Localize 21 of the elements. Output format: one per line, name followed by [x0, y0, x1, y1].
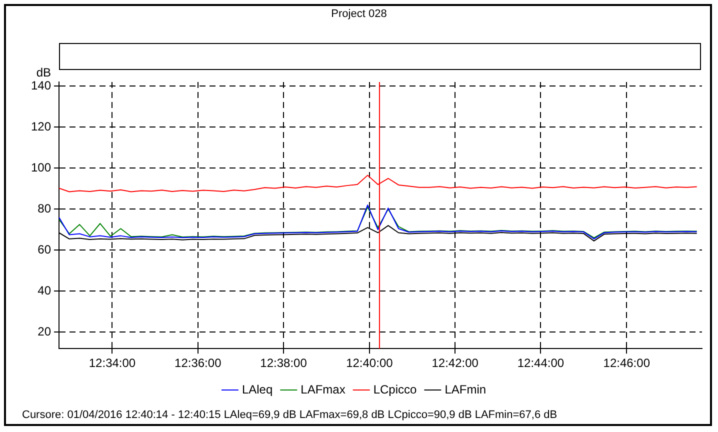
x-tick-label: 12:34:00: [88, 356, 136, 370]
y-tick-label: 80: [38, 201, 52, 216]
x-tick-label: 12:42:00: [432, 356, 479, 370]
x-tick-label: 12:44:00: [517, 356, 564, 370]
y-tick-label: 100: [30, 160, 52, 174]
x-tick-label: 12:46:00: [603, 356, 650, 370]
y-axis-title: dB: [36, 65, 51, 80]
legend-label: LAFmin: [444, 382, 486, 396]
y-tick-label: 120: [30, 119, 52, 134]
legend-label: LCpicco: [373, 382, 418, 396]
y-tick-label: 60: [38, 242, 52, 256]
y-tick-label: 20: [38, 324, 52, 339]
text: Cursore: 01/04/2016 12:40:14 - 12:40:15 LAleq=69,9 dB LAFmax=69,8 dB LCpicco=90,9 dB LAFmin=67,6 dB: [22, 409, 558, 421]
legend-label: LAFmax: [300, 382, 346, 396]
x-tick-label: 12:40:00: [346, 356, 394, 370]
y-tick-label: 140: [30, 78, 52, 92]
legend-label: LAleq: [242, 382, 273, 396]
y-tick-label: 40: [38, 283, 52, 298]
chart-title: Project 028: [330, 8, 388, 20]
x-tick-label: 12:38:00: [260, 356, 308, 370]
x-tick-label: 12:36:00: [174, 356, 222, 370]
